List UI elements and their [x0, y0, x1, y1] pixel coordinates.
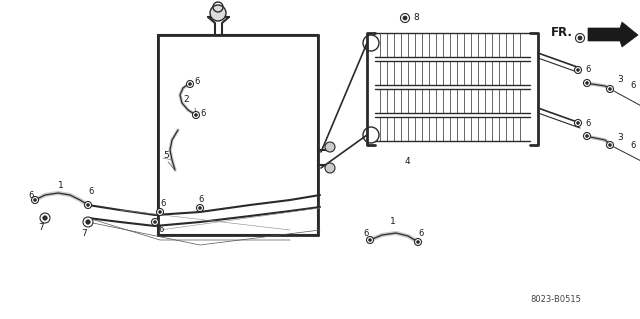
Text: 6: 6	[158, 226, 163, 234]
Text: 1: 1	[390, 218, 396, 226]
Circle shape	[157, 209, 163, 216]
Text: 2: 2	[183, 95, 189, 105]
Text: 7: 7	[38, 224, 44, 233]
Text: 6: 6	[630, 80, 636, 90]
Circle shape	[86, 204, 90, 206]
Circle shape	[159, 211, 161, 213]
Circle shape	[586, 82, 588, 85]
Circle shape	[195, 114, 197, 116]
Circle shape	[325, 163, 335, 173]
Circle shape	[152, 219, 159, 226]
Circle shape	[577, 122, 579, 124]
Text: 6: 6	[198, 196, 204, 204]
Text: 6: 6	[585, 118, 590, 128]
Circle shape	[193, 112, 200, 118]
Circle shape	[578, 36, 582, 40]
Text: 6: 6	[160, 199, 165, 209]
Circle shape	[40, 213, 50, 223]
Circle shape	[84, 202, 92, 209]
Circle shape	[403, 16, 407, 20]
Circle shape	[198, 207, 202, 209]
Circle shape	[609, 88, 611, 90]
Circle shape	[575, 66, 582, 73]
Circle shape	[575, 33, 584, 42]
Text: 1: 1	[58, 182, 64, 190]
Circle shape	[577, 69, 579, 71]
Text: 3: 3	[617, 133, 623, 143]
Circle shape	[401, 13, 410, 23]
Circle shape	[415, 239, 422, 246]
Text: 6: 6	[88, 188, 93, 197]
Circle shape	[83, 217, 93, 227]
Circle shape	[210, 5, 226, 21]
Circle shape	[584, 132, 591, 139]
Text: 6: 6	[28, 191, 33, 201]
Circle shape	[325, 142, 335, 152]
Text: 5: 5	[163, 151, 169, 160]
Circle shape	[86, 220, 90, 224]
Circle shape	[609, 144, 611, 146]
Circle shape	[584, 79, 591, 86]
Circle shape	[575, 120, 582, 127]
Circle shape	[31, 197, 38, 204]
Circle shape	[189, 83, 191, 85]
Text: 4: 4	[405, 158, 411, 167]
Text: 7: 7	[81, 228, 87, 238]
Text: 8: 8	[413, 13, 419, 23]
Text: 6: 6	[630, 142, 636, 151]
Text: 6: 6	[200, 108, 205, 117]
Text: 6: 6	[418, 228, 424, 238]
Circle shape	[34, 199, 36, 201]
Text: FR.: FR.	[551, 26, 573, 39]
Circle shape	[586, 135, 588, 137]
Text: 6: 6	[363, 229, 369, 239]
Circle shape	[369, 239, 371, 241]
Text: 6: 6	[585, 65, 590, 75]
Text: 6: 6	[194, 78, 200, 86]
Circle shape	[367, 236, 374, 243]
Circle shape	[43, 216, 47, 220]
Circle shape	[607, 85, 614, 93]
Circle shape	[196, 204, 204, 211]
Circle shape	[154, 221, 156, 223]
Circle shape	[607, 142, 614, 149]
Polygon shape	[588, 22, 638, 47]
Text: 8: 8	[588, 33, 594, 42]
Text: 3: 3	[617, 76, 623, 85]
Circle shape	[417, 241, 419, 243]
Circle shape	[186, 80, 193, 87]
Text: 8023-B0515: 8023-B0515	[530, 295, 581, 305]
